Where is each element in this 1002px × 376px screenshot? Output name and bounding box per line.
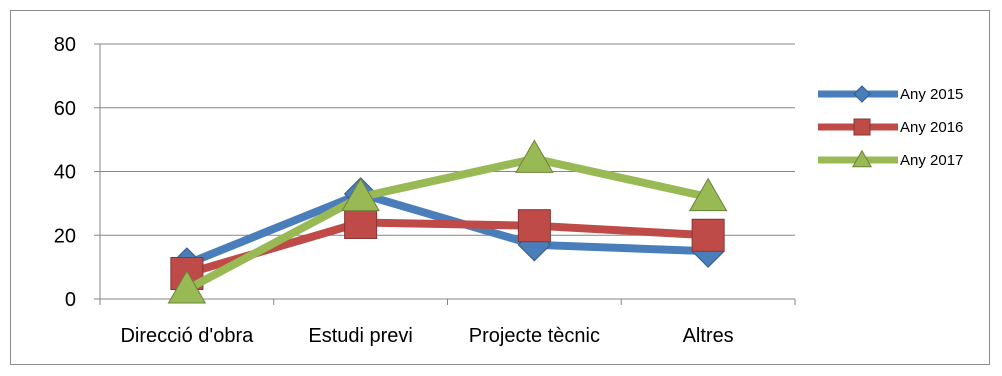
chart-frame: [10, 10, 990, 365]
x-tick-label: Direcció d'obra: [120, 325, 254, 347]
legend-swatch-marker: [851, 149, 873, 168]
x-tick-labels: Direcció d'obra Estudi previ Projecte tècn…: [120, 325, 733, 347]
data-point-marker: [344, 206, 378, 239]
y-tick-label: 0: [65, 289, 76, 311]
legend-swatch-marker: [853, 118, 871, 136]
series-3: [167, 139, 728, 304]
legend-label: Any 2016: [900, 119, 963, 136]
legend-swatch-marker: [853, 85, 871, 103]
series-2: [170, 206, 725, 290]
data-point-marker: [341, 177, 380, 212]
legend-item: Any 2015: [818, 85, 963, 103]
x-tick-label: Estudi previ: [308, 325, 413, 347]
x-tick-label: Projecte tècnic: [469, 325, 600, 347]
y-tick-label: 40: [54, 162, 76, 184]
series-lines: [167, 139, 728, 304]
axes: [94, 43, 796, 305]
series-line: [182, 218, 713, 278]
legend-label: Any 2015: [900, 86, 963, 103]
data-point-marker: [691, 218, 725, 252]
gridlines: [100, 43, 795, 236]
series-line: [182, 154, 713, 294]
data-point-marker: [167, 270, 207, 304]
data-point-marker: [688, 177, 728, 212]
data-point-marker: [517, 209, 551, 243]
y-tick-label: 80: [54, 34, 76, 56]
x-tick-label: Altres: [683, 325, 734, 347]
legend-item: Any 2017: [818, 149, 963, 169]
legend-label: Any 2017: [900, 152, 963, 169]
legend: Any 2015 Any 2016 Any 2017: [818, 85, 963, 169]
y-tick-label: 20: [54, 225, 76, 247]
y-tick-labels: 0 20 40 60 80: [54, 34, 76, 311]
series-line: [182, 189, 713, 268]
legend-item: Any 2016: [818, 118, 963, 136]
y-tick-label: 60: [54, 98, 76, 120]
data-point-marker: [515, 139, 554, 173]
